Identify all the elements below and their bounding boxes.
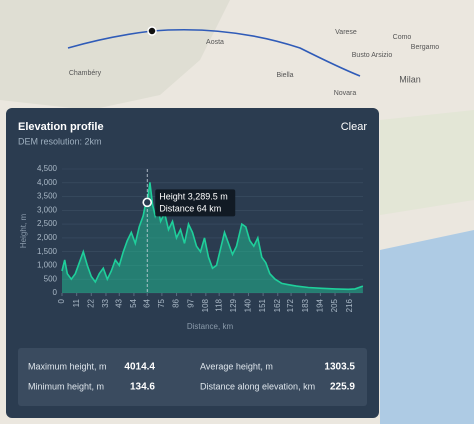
stat-value: 225.9 — [330, 382, 355, 393]
map-plain — [380, 110, 474, 215]
y-tick-label: 2,500 — [37, 219, 58, 228]
y-tick-label: 4,000 — [37, 178, 58, 187]
route-marker — [147, 26, 157, 36]
panel-subtitle: DEM resolution: 2km — [18, 136, 102, 146]
stat-value: 4014.4 — [124, 362, 155, 373]
elevation-panel — [6, 108, 379, 418]
x-tick-label: 86 — [172, 298, 181, 307]
y-tick-label: 3,000 — [37, 205, 58, 214]
stat-label: Minimum height, m — [28, 381, 104, 391]
tooltip-height: Height 3,289.5 m — [159, 192, 228, 202]
x-tick-label: 54 — [129, 298, 138, 307]
x-tick-label: 0 — [57, 298, 66, 303]
elevation-line — [61, 182, 364, 291]
area-fill — [62, 182, 363, 293]
x-tick-label: 151 — [258, 298, 267, 312]
map-label: Aosta — [206, 39, 224, 46]
map-label: Milan — [399, 74, 421, 84]
y-tick-label: 1,000 — [37, 261, 58, 270]
x-tick-label: 33 — [101, 298, 110, 307]
hover-marker — [142, 197, 153, 208]
y-tick-label: 4,500 — [37, 164, 58, 173]
x-tick-label: 22 — [86, 298, 95, 307]
x-tick-label: 140 — [244, 298, 253, 312]
map-sea — [380, 230, 474, 424]
map-label: Biella — [276, 72, 293, 79]
y-tick-label: 500 — [44, 274, 58, 283]
map-relief — [0, 0, 230, 110]
x-tick-label: 216 — [345, 298, 354, 312]
y-axis-label: Height, m — [19, 214, 28, 249]
y-tick-label: 2,000 — [37, 233, 58, 242]
y-tick-label: 0 — [53, 288, 58, 297]
x-tick-label: 162 — [273, 298, 282, 312]
x-tick-label: 11 — [72, 298, 81, 307]
stat-label: Maximum height, m — [28, 361, 107, 371]
stat-value: 134.6 — [130, 382, 155, 393]
y-tick-label: 3,500 — [37, 192, 58, 201]
x-tick-label: 75 — [157, 298, 166, 307]
stat-value: 1303.5 — [324, 362, 355, 373]
x-axis-label: Distance, km — [187, 322, 234, 331]
x-tick-label: 97 — [186, 298, 195, 307]
map-label: Bergamo — [411, 44, 440, 51]
stat-label: Distance along elevation, km — [200, 381, 315, 391]
stat-label: Average height, m — [200, 361, 273, 371]
x-tick-label: 205 — [330, 298, 339, 312]
map-label: Como — [393, 34, 412, 41]
map-label: Chambéry — [69, 70, 102, 77]
x-tick-label: 64 — [142, 298, 151, 307]
clear-button[interactable]: Clear — [341, 121, 368, 133]
x-tick-label: 194 — [315, 298, 324, 312]
tooltip — [155, 189, 236, 217]
x-tick-label: 172 — [286, 298, 295, 312]
map-label: Varese — [335, 29, 357, 36]
x-tick-label: 118 — [214, 298, 223, 311]
panel-title: Elevation profile — [18, 121, 104, 133]
tooltip-distance: Distance 64 km — [159, 204, 221, 214]
y-tick-label: 1,500 — [37, 247, 58, 256]
x-tick-label: 108 — [201, 298, 210, 312]
map-label: Busto Arsizio — [352, 52, 393, 59]
stats-box — [18, 348, 367, 406]
route-line — [67, 28, 361, 77]
map-label: Novara — [334, 90, 357, 97]
x-tick-label: 129 — [229, 298, 238, 312]
x-tick-label: 183 — [301, 298, 310, 312]
x-tick-label: 43 — [114, 298, 123, 307]
